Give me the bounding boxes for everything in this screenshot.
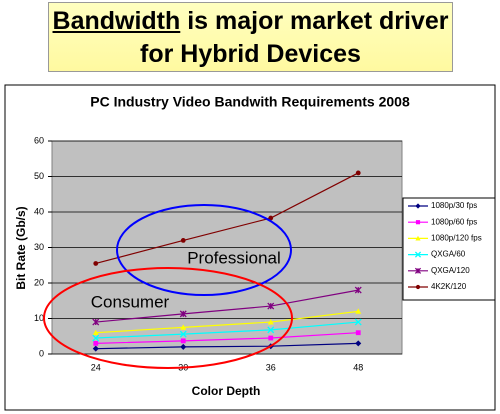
series-line [95,332,359,344]
legend-label: 4K2K/120 [431,282,467,291]
data-point [179,330,187,338]
x-tick-label: 24 [91,362,101,372]
y-tick-label: 0 [39,348,44,358]
y-tick-label: 50 [34,171,44,181]
plot [92,170,362,352]
legend-marker [415,284,421,290]
data-point [92,318,100,326]
data-point [92,345,99,352]
series-line [95,310,359,334]
data-point [267,302,275,310]
series-line [95,289,359,323]
professional-ellipse [116,204,292,296]
legend-label: 1080p/120 fps [431,234,482,243]
data-point [354,286,362,294]
data-point [268,335,274,341]
data-point [355,330,361,336]
legend-marker [415,203,421,209]
data-point [93,340,99,346]
data-point [92,334,100,342]
x-tick-label: 36 [266,362,276,372]
data-point [355,308,362,314]
x-axis-label: Color Depth [192,384,261,398]
data-point [267,326,275,334]
y-axis-label: Bit Rate (Gb/s) [14,206,28,289]
data-point [268,215,274,221]
y-tick-label: 10 [34,313,44,323]
consumer-ellipse [43,267,293,369]
legend-label: 1080p/30 fps [431,201,477,210]
title-line-2: for Hybrid Devices [140,40,361,68]
y-tick-label: 20 [34,277,44,287]
legend-marker [414,267,422,274]
data-point [180,343,187,350]
title-rest: is major market driver [187,7,449,35]
data-point [355,340,362,347]
chart-title: PC Industry Video Bandwith Requirements … [90,94,410,110]
y-tick-label: 30 [34,242,44,252]
slide-title: Bandwidth is major market driver for Hyb… [48,2,453,72]
legend-marker [414,251,422,258]
annotation: Professional [187,248,281,267]
title-line: Bandwidth is major market driver [49,5,452,38]
legend-marker [415,235,421,241]
legend-label: QXGA/120 [431,266,470,275]
legend-label: QXGA/60 [431,250,466,259]
y-tick-label: 60 [34,135,44,145]
series-line [95,321,359,339]
legend-label: 1080p/60 fps [431,217,477,226]
data-point [180,338,186,344]
annotation: Consumer [91,292,170,311]
data-point [354,318,362,326]
y-tick-label: 40 [34,206,44,216]
x-tick-label: 48 [353,362,363,372]
title-underlined: Bandwidth [52,7,181,35]
legend-items: 1080p/30 fps 1080p/60 fps 1080p/120 fps QXG… [408,201,482,291]
series-line [95,172,359,265]
legend-marker [415,220,421,225]
data-point [179,310,187,318]
data-point [180,238,186,243]
data-point [180,324,187,330]
series-line [95,342,359,350]
data-point [92,329,99,336]
data-point [267,319,274,325]
data-point [93,261,99,266]
legend [402,197,496,301]
data-point [355,170,361,176]
